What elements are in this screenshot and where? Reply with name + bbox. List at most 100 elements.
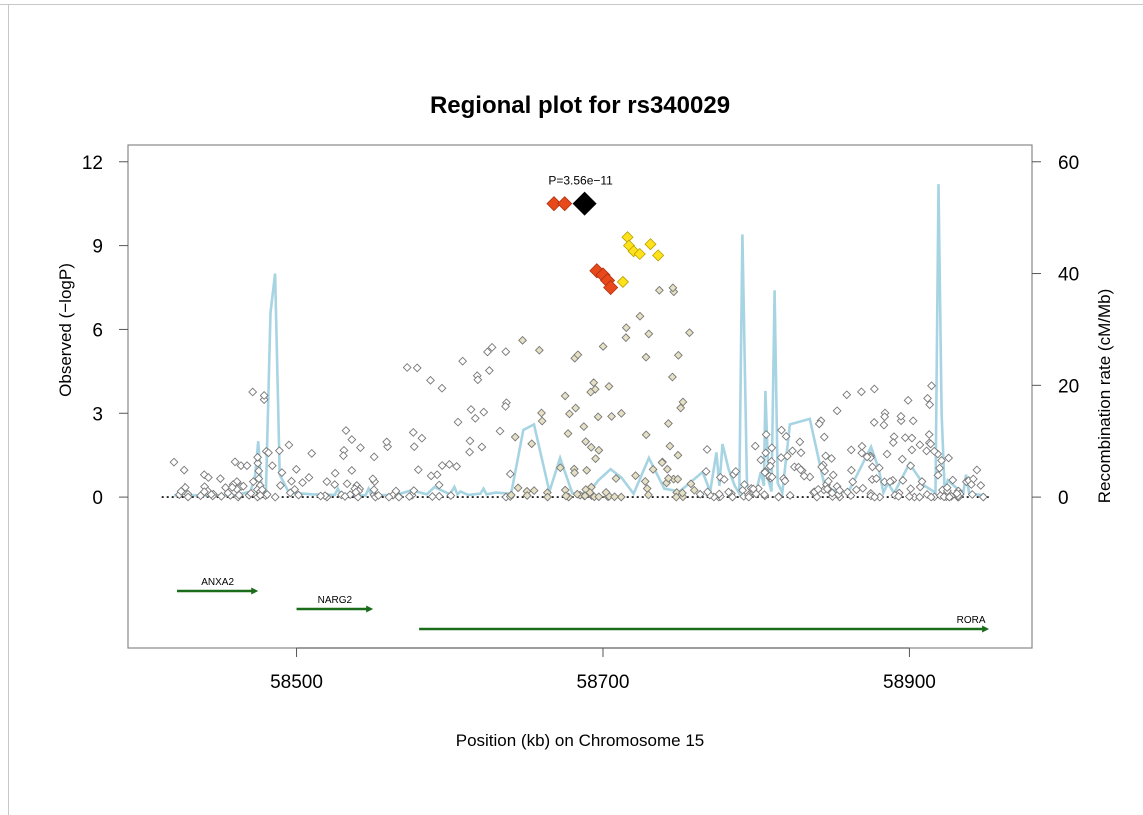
y-axis-left: 0 3 6 9 12: [82, 153, 128, 509]
snp-point: [642, 431, 650, 439]
snp-point: [645, 491, 653, 499]
gene-arrow-icon: [982, 626, 989, 633]
snp-point: [414, 466, 422, 474]
snp-point: [180, 466, 188, 474]
snp-point: [480, 408, 488, 416]
snp-point-highlighted: [617, 276, 628, 287]
snp-point: [536, 346, 544, 354]
snp-point: [587, 443, 595, 451]
snp-point: [293, 466, 301, 474]
snp-point: [323, 478, 331, 486]
snp-point: [409, 429, 417, 437]
snp-point: [446, 461, 454, 469]
y2-tick-label: 0: [1058, 488, 1069, 509]
snp-point: [348, 436, 356, 444]
snp-point: [566, 410, 574, 418]
snp-point: [472, 415, 480, 423]
snp-point: [170, 458, 178, 466]
snp-point: [883, 450, 891, 458]
snp-point: [288, 477, 296, 485]
snp-point-highlighted: [653, 250, 664, 261]
snp-point: [665, 420, 673, 428]
lead-snp-label: P=3.56e−11: [548, 174, 613, 188]
snp-point: [656, 286, 664, 294]
snp-point: [243, 462, 251, 470]
gene-label: NARG2: [318, 595, 353, 606]
snp-point: [564, 430, 572, 438]
gene-layer: ANXA2NARG2RORA: [177, 577, 989, 633]
snp-point: [923, 447, 931, 455]
snp-point: [669, 373, 677, 381]
y2-tick-label: 60: [1058, 153, 1079, 174]
y-tick-label: 3: [92, 404, 103, 425]
snp-point: [858, 388, 866, 396]
snp-point: [599, 343, 607, 351]
snp-point: [486, 367, 494, 375]
snp-point: [666, 442, 674, 450]
snp-point: [459, 357, 467, 365]
recombination-rate-line: [174, 184, 986, 495]
snp-point: [580, 423, 588, 431]
snp-point: [928, 382, 936, 390]
snp-point: [561, 392, 569, 400]
snp-point: [511, 433, 519, 441]
snp-point: [217, 492, 225, 500]
snp-point: [530, 487, 538, 495]
snp-point: [829, 471, 837, 479]
snp-point: [466, 448, 474, 456]
snp-point: [674, 451, 682, 459]
snp-point: [528, 440, 536, 448]
snp-point: [768, 444, 776, 452]
snp-point: [427, 472, 435, 480]
snp-point: [467, 406, 475, 414]
x-tick-label: 58700: [577, 672, 630, 693]
snp-point: [909, 417, 917, 425]
snp-point: [833, 407, 841, 415]
snp-point: [622, 334, 630, 342]
snp-point: [906, 493, 914, 501]
snp-point: [977, 482, 985, 490]
snp-point: [973, 466, 981, 474]
snp-point: [843, 391, 851, 399]
snp-point: [466, 437, 474, 445]
snp-point: [507, 470, 515, 478]
snp-point: [908, 434, 916, 442]
recombination-layer: [174, 184, 986, 495]
lead-snp-marker: [573, 192, 597, 216]
snp-point: [331, 469, 339, 477]
snp-point: [848, 466, 856, 474]
snp-point: [675, 351, 683, 359]
snp-point: [751, 442, 759, 450]
snp-point: [269, 462, 277, 470]
snp-point: [438, 384, 446, 392]
snp-point: [343, 480, 351, 488]
snp-point: [582, 438, 590, 446]
snp-point: [641, 478, 649, 486]
snp-point: [778, 426, 786, 434]
x-axis: 58500 58700 58900: [270, 648, 936, 693]
snp-point: [342, 427, 350, 435]
y-tick-label: 12: [82, 153, 103, 174]
snp-point: [925, 431, 933, 439]
snp-point: [784, 452, 792, 460]
snp-point: [889, 439, 897, 447]
snp-point: [572, 404, 580, 412]
snp-point: [618, 410, 626, 418]
snp-point: [438, 462, 446, 470]
snp-point: [478, 443, 486, 451]
snp-point: [899, 455, 907, 463]
snp-point: [847, 446, 855, 454]
snp-point: [299, 479, 307, 487]
snp-point: [643, 485, 651, 493]
snp-point: [583, 467, 591, 475]
x-tick-label: 58500: [270, 672, 323, 693]
x-axis-label: Position (kb) on Chromosome 15: [456, 731, 705, 750]
snp-point: [691, 486, 699, 494]
snp-point: [622, 324, 630, 332]
snp-point: [410, 443, 418, 451]
snp-point: [608, 413, 616, 421]
snp-point: [907, 485, 915, 493]
snp-point: [308, 450, 316, 458]
snp-point: [636, 312, 644, 320]
